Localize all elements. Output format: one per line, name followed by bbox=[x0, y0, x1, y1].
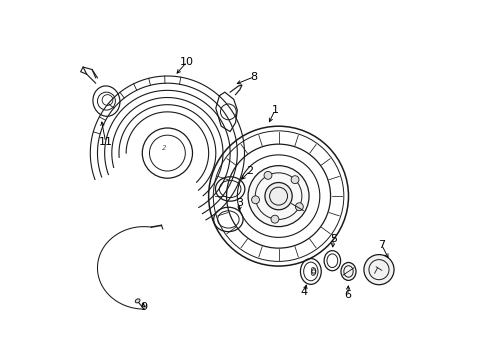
Circle shape bbox=[264, 183, 292, 210]
Circle shape bbox=[270, 215, 278, 223]
Text: 9: 9 bbox=[140, 302, 146, 312]
Text: 5: 5 bbox=[329, 234, 336, 244]
Text: 7: 7 bbox=[377, 239, 384, 249]
Text: 1: 1 bbox=[271, 105, 278, 115]
Circle shape bbox=[363, 255, 393, 285]
Circle shape bbox=[290, 176, 298, 184]
Text: 6: 6 bbox=[344, 291, 350, 301]
Ellipse shape bbox=[340, 262, 355, 280]
Text: 2: 2 bbox=[161, 145, 166, 151]
Text: 8: 8 bbox=[250, 72, 257, 82]
Text: 3: 3 bbox=[236, 198, 243, 208]
Circle shape bbox=[251, 196, 259, 204]
Text: 10: 10 bbox=[180, 57, 194, 67]
Ellipse shape bbox=[135, 299, 140, 303]
Text: 2: 2 bbox=[246, 166, 253, 176]
Circle shape bbox=[295, 203, 303, 211]
Text: 4: 4 bbox=[300, 287, 307, 297]
Circle shape bbox=[264, 171, 271, 179]
Circle shape bbox=[247, 166, 308, 226]
Text: 11: 11 bbox=[99, 138, 113, 147]
